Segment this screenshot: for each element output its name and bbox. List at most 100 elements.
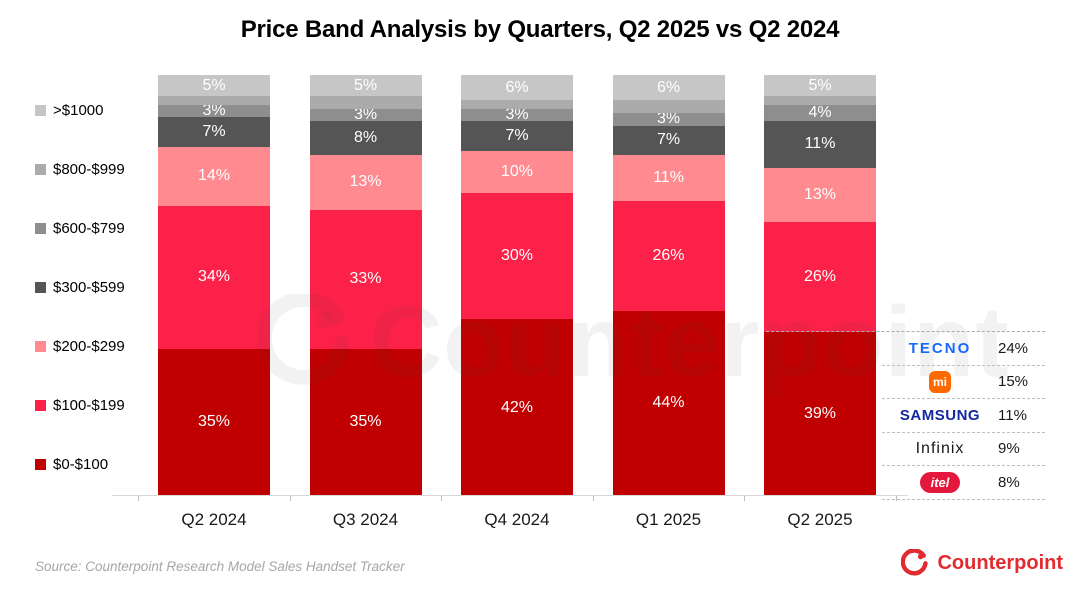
legend-item: $300-$599 xyxy=(35,278,125,296)
bar-segment xyxy=(764,96,876,105)
segment-value-label: 30% xyxy=(500,247,534,265)
segment-value-label: 35% xyxy=(349,413,382,431)
legend-item: $600-$799 xyxy=(35,219,125,237)
segment-value-label: 3% xyxy=(656,110,681,128)
bar-segment xyxy=(461,100,573,109)
bar-segment: 3% xyxy=(612,110,725,128)
bar-segment: 5% xyxy=(309,75,422,97)
legend-label: >$1000 xyxy=(53,101,104,119)
bar-segment xyxy=(612,100,725,113)
infinix-logo: Infinix xyxy=(882,439,998,457)
segment-value-label: 33% xyxy=(349,270,382,288)
bar-segment: 13% xyxy=(764,167,876,223)
x-axis-label: Q1 2025 xyxy=(635,510,702,529)
brand-row: TECNO 24% xyxy=(882,332,1045,366)
dashed-leader-line xyxy=(766,331,1045,332)
tecno-logo: TECNO xyxy=(882,341,998,356)
mi-logo: mi xyxy=(882,370,998,393)
segment-value-label: 44% xyxy=(652,394,685,412)
segment-value-label: 7% xyxy=(656,131,681,149)
segment-value-label: 3% xyxy=(505,106,529,124)
stacked-bar: 35% 33% 13% 8% 3% 5% xyxy=(309,75,422,496)
itel-logo-mark: itel xyxy=(920,471,960,493)
x-axis-label: Q3 2024 xyxy=(332,510,399,529)
chart-title: Price Band Analysis by Quarters, Q2 2025… xyxy=(240,16,840,43)
infinix-logo-mark: Infinix xyxy=(915,439,965,457)
legend-item: >$1000 xyxy=(35,101,103,119)
bar-segment: 3% xyxy=(158,101,270,119)
bar-segment: 11% xyxy=(764,121,876,168)
axis-tick xyxy=(592,496,594,501)
bar-segment: 39% xyxy=(764,331,876,496)
bar-segment: 42% xyxy=(461,319,573,496)
segment-value-label: 10% xyxy=(500,162,534,180)
segment-value-label: 3% xyxy=(353,106,378,124)
legend-swatch xyxy=(35,340,46,352)
brand-share: 9% xyxy=(998,440,1020,458)
brand-row: SAMSUNG 11% xyxy=(882,399,1045,433)
bar-segment: 4% xyxy=(764,105,876,122)
axis-tick xyxy=(895,496,897,501)
bar-segment: 6% xyxy=(461,75,573,101)
bar-segment: 5% xyxy=(158,75,270,97)
x-axis-label: Q2 2024 xyxy=(181,510,247,529)
bar-segment: 26% xyxy=(764,222,876,332)
brand-share: 8% xyxy=(998,473,1020,491)
axis-tick xyxy=(744,496,746,501)
legend-label: $300-$599 xyxy=(53,278,125,296)
axis-tick xyxy=(441,496,443,501)
legend-swatch xyxy=(35,281,46,293)
x-axis-line xyxy=(112,495,908,496)
bar-segment: 3% xyxy=(461,106,573,124)
axis-tick xyxy=(289,496,291,501)
legend-label: $200-$299 xyxy=(53,337,125,355)
segment-value-label: 42% xyxy=(500,398,534,416)
brand-row: Infinix 9% xyxy=(882,433,1045,466)
bar-segment: 7% xyxy=(158,117,270,147)
segment-value-label: 35% xyxy=(197,413,231,431)
counterpoint-logo: Counterpoint xyxy=(901,549,1063,577)
legend-label: $0-$100 xyxy=(53,455,109,473)
segment-value-label: 8% xyxy=(353,129,378,147)
brand-share: 15% xyxy=(998,373,1029,391)
segment-value-label: 13% xyxy=(349,173,382,191)
segment-value-label: 3% xyxy=(202,101,226,119)
legend-item: $0-$100 xyxy=(35,455,108,473)
brand-row: itel 8% xyxy=(882,466,1045,500)
bar-segment: 35% xyxy=(309,348,422,496)
bar-segment: 30% xyxy=(461,192,573,320)
counterpoint-logo-icon xyxy=(901,549,929,576)
segment-value-label: 26% xyxy=(803,268,837,286)
samsung-logo-mark: SAMSUNG xyxy=(899,406,981,424)
samsung-logo: SAMSUNG xyxy=(882,408,998,423)
segment-value-label: 11% xyxy=(804,135,836,153)
bar-segment: 5% xyxy=(764,75,876,97)
brand-share: 24% xyxy=(998,339,1029,357)
legend-swatch xyxy=(35,104,46,116)
segment-value-label: 5% xyxy=(202,76,226,94)
bar-segment: 7% xyxy=(612,125,725,156)
segment-value-label: 5% xyxy=(353,76,378,94)
bar-segment: 8% xyxy=(309,121,422,156)
tecno-logo-mark: TECNO xyxy=(908,339,972,357)
segment-value-label: 7% xyxy=(505,127,529,145)
bar-segment: 14% xyxy=(158,146,270,206)
brand-row: mi 15% xyxy=(882,366,1045,399)
bar-segment: 11% xyxy=(612,155,725,202)
itel-logo: itel xyxy=(882,471,998,493)
counterpoint-logo-text: Counterpoint xyxy=(937,551,1063,574)
bar-segment: 35% xyxy=(158,348,270,496)
axis-tick xyxy=(138,496,140,501)
bar-segment xyxy=(158,96,270,105)
mi-logo-mark: mi xyxy=(929,370,951,393)
legend-swatch xyxy=(35,163,46,175)
legend-swatch xyxy=(35,458,46,470)
legend-label: $100-$199 xyxy=(53,396,125,414)
bar-segment: 7% xyxy=(461,121,573,151)
bar-segment: 6% xyxy=(612,75,725,101)
legend-item: $800-$999 xyxy=(35,160,125,178)
brand-share: 11% xyxy=(998,406,1027,424)
legend-item: $200-$299 xyxy=(35,337,125,355)
brand-share-panel: TECNO 24% mi 15% SAMSUNG 11% Infinix 9% itel 8% xyxy=(882,332,1045,500)
